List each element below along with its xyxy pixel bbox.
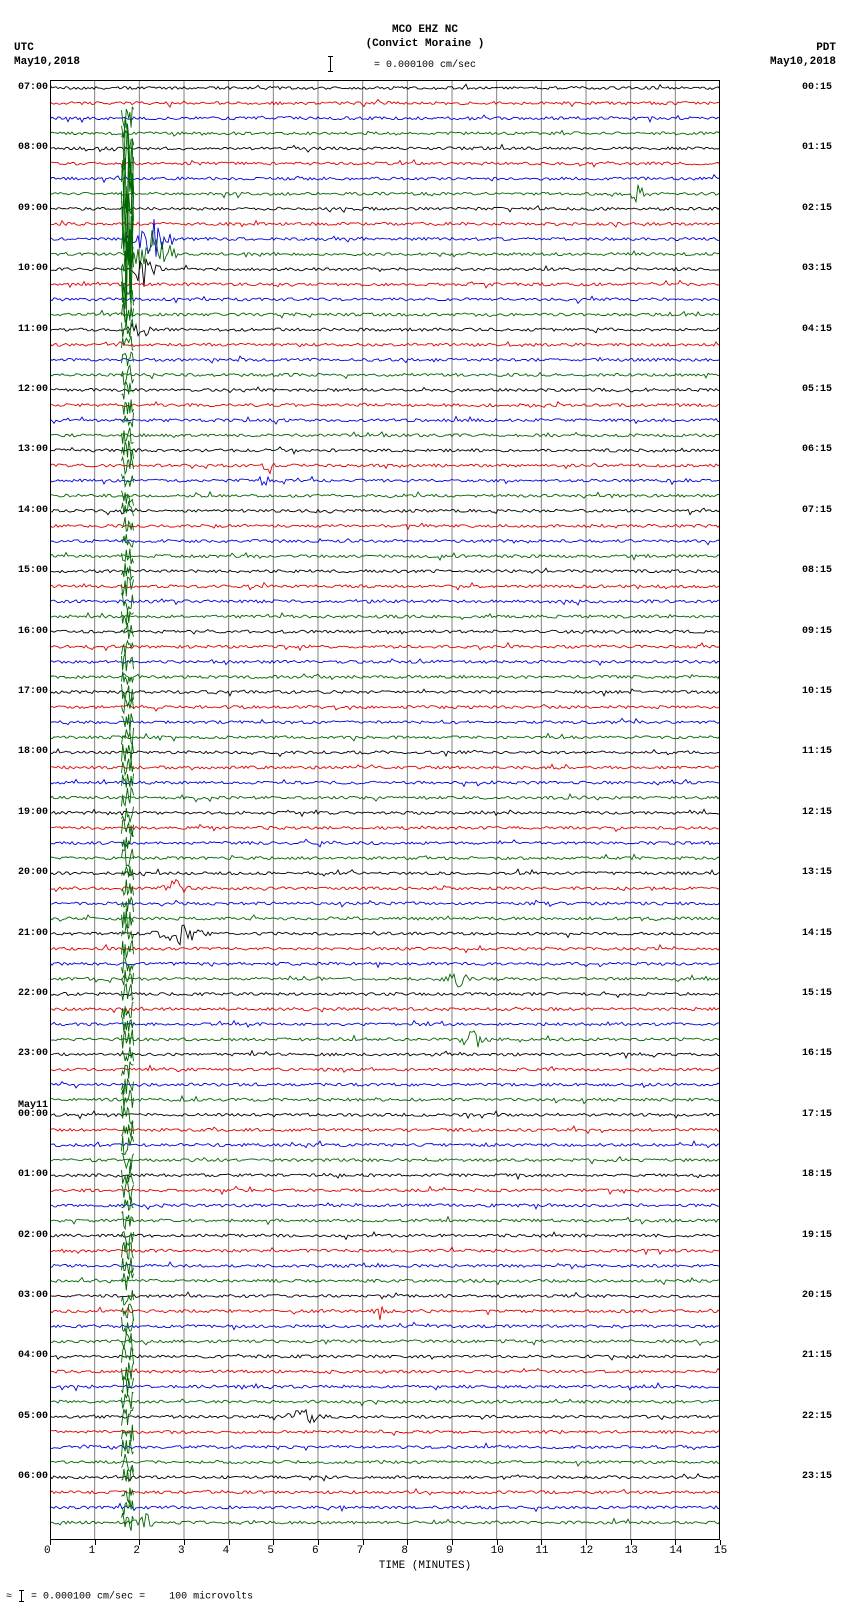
utc-hour-label: 13:00: [18, 445, 48, 455]
pdt-hour-label: 12:15: [802, 808, 832, 818]
x-tick-label: 11: [535, 1545, 548, 1557]
utc-hour-label: 06:00: [18, 1472, 48, 1482]
pdt-hour-label: 02:15: [802, 204, 832, 214]
pdt-hour-label: 04:15: [802, 325, 832, 335]
footer-scale-left: = 0.000100 cm/sec =: [31, 1592, 145, 1603]
x-axis-label: TIME (MINUTES): [0, 1560, 850, 1572]
header: MCO EHZ NC (Convict Moraine ) = 0.000100…: [0, 0, 850, 80]
utc-hour-label: 19:00: [18, 808, 48, 818]
utc-date: May10,2018: [14, 56, 80, 68]
pdt-hour-labels: 00:15 01:15 02:15 03:15 04:15 05:15 06:15 07:15…: [800, 80, 850, 1540]
x-tick-label: 2: [133, 1545, 140, 1557]
pdt-hour-label: 13:15: [802, 868, 832, 878]
footer-scale: ≈ = 0.000100 cm/sec = 100 microvolts: [6, 1590, 850, 1603]
x-tick-label: 15: [714, 1545, 727, 1557]
utc-hour-label: 23:00: [18, 1049, 48, 1059]
x-tick-label: 1: [89, 1545, 96, 1557]
plot-area: 07:0008:0009:0010:0011:0012:0013:0014:00…: [50, 80, 800, 1540]
utc-hour-label: 03:00: [18, 1291, 48, 1301]
pdt-hour-label: 14:15: [802, 929, 832, 939]
utc-tz-label: UTC: [14, 42, 34, 54]
x-tick-label: 8: [401, 1545, 408, 1557]
utc-hour-label: 22:00: [18, 989, 48, 999]
seismogram-svg: [50, 80, 720, 1540]
utc-hour-label: 16:00: [18, 627, 48, 637]
pdt-hour-label: 05:15: [802, 385, 832, 395]
pdt-hour-label: 00:15: [802, 83, 832, 93]
x-axis-ticks: 0123456789101112131415: [50, 1540, 800, 1558]
x-tick-label: 3: [178, 1545, 185, 1557]
x-tick-label: 7: [357, 1545, 364, 1557]
x-tick-label: 6: [312, 1545, 319, 1557]
scale-bar-icon: [330, 56, 331, 72]
utc-hour-label: 15:00: [18, 566, 48, 576]
utc-hour-label: 07:00: [18, 83, 48, 93]
utc-hour-label: 11:00: [18, 325, 48, 335]
utc-hour-label: 10:00: [18, 264, 48, 274]
utc-hour-label: 04:00: [18, 1351, 48, 1361]
utc-hour-label: 01:00: [18, 1170, 48, 1180]
pdt-hour-label: 23:15: [802, 1472, 832, 1482]
x-tick-label: 5: [267, 1545, 274, 1557]
x-tick-label: 0: [44, 1545, 51, 1557]
seismogram-page: MCO EHZ NC (Convict Moraine ) = 0.000100…: [0, 0, 850, 1603]
x-tick-label: 12: [580, 1545, 593, 1557]
utc-hour-label: 21:00: [18, 929, 48, 939]
utc-hour-label: 08:00: [18, 143, 48, 153]
approx-icon: ≈: [6, 1592, 12, 1603]
pdt-date: May10,2018: [770, 56, 836, 68]
utc-hour-label: 02:00: [18, 1231, 48, 1241]
pdt-hour-label: 07:15: [802, 506, 832, 516]
utc-hour-label: 20:00: [18, 868, 48, 878]
pdt-hour-label: 18:15: [802, 1170, 832, 1180]
pdt-tz-label: PDT: [816, 42, 836, 54]
pdt-hour-label: 16:15: [802, 1049, 832, 1059]
x-tick-label: 14: [669, 1545, 682, 1557]
scale-bar-icon: [21, 1590, 22, 1602]
utc-hour-label: 00:00: [18, 1110, 48, 1120]
pdt-hour-label: 09:15: [802, 627, 832, 637]
utc-hour-label: 09:00: [18, 204, 48, 214]
pdt-hour-label: 01:15: [802, 143, 832, 153]
scale-label: = 0.000100 cm/sec: [374, 60, 476, 71]
pdt-hour-label: 15:15: [802, 989, 832, 999]
x-tick-label: 9: [446, 1545, 453, 1557]
station-code: MCO EHZ NC: [392, 24, 458, 36]
pdt-hour-label: 11:15: [802, 747, 832, 757]
utc-hour-label: 17:00: [18, 687, 48, 697]
pdt-hour-label: 17:15: [802, 1110, 832, 1120]
pdt-hour-label: 22:15: [802, 1412, 832, 1422]
pdt-hour-label: 08:15: [802, 566, 832, 576]
station-name: (Convict Moraine ): [366, 38, 485, 50]
x-tick-label: 4: [223, 1545, 230, 1557]
x-tick-label: 13: [625, 1545, 638, 1557]
utc-hour-label: 12:00: [18, 385, 48, 395]
utc-hour-label: 14:00: [18, 506, 48, 516]
pdt-hour-label: 03:15: [802, 264, 832, 274]
pdt-hour-label: 20:15: [802, 1291, 832, 1301]
footer-scale-right: 100 microvolts: [169, 1592, 253, 1603]
pdt-hour-label: 10:15: [802, 687, 832, 697]
utc-hour-label: 18:00: [18, 747, 48, 757]
pdt-hour-label: 21:15: [802, 1351, 832, 1361]
utc-hour-labels: 07:00 08:00 09:00 10:00 11:00 12:00 13:00 14:00…: [0, 80, 50, 1540]
x-tick-label: 10: [491, 1545, 504, 1557]
pdt-hour-label: 06:15: [802, 445, 832, 455]
utc-hour-label: 05:00: [18, 1412, 48, 1422]
pdt-hour-label: 19:15: [802, 1231, 832, 1241]
